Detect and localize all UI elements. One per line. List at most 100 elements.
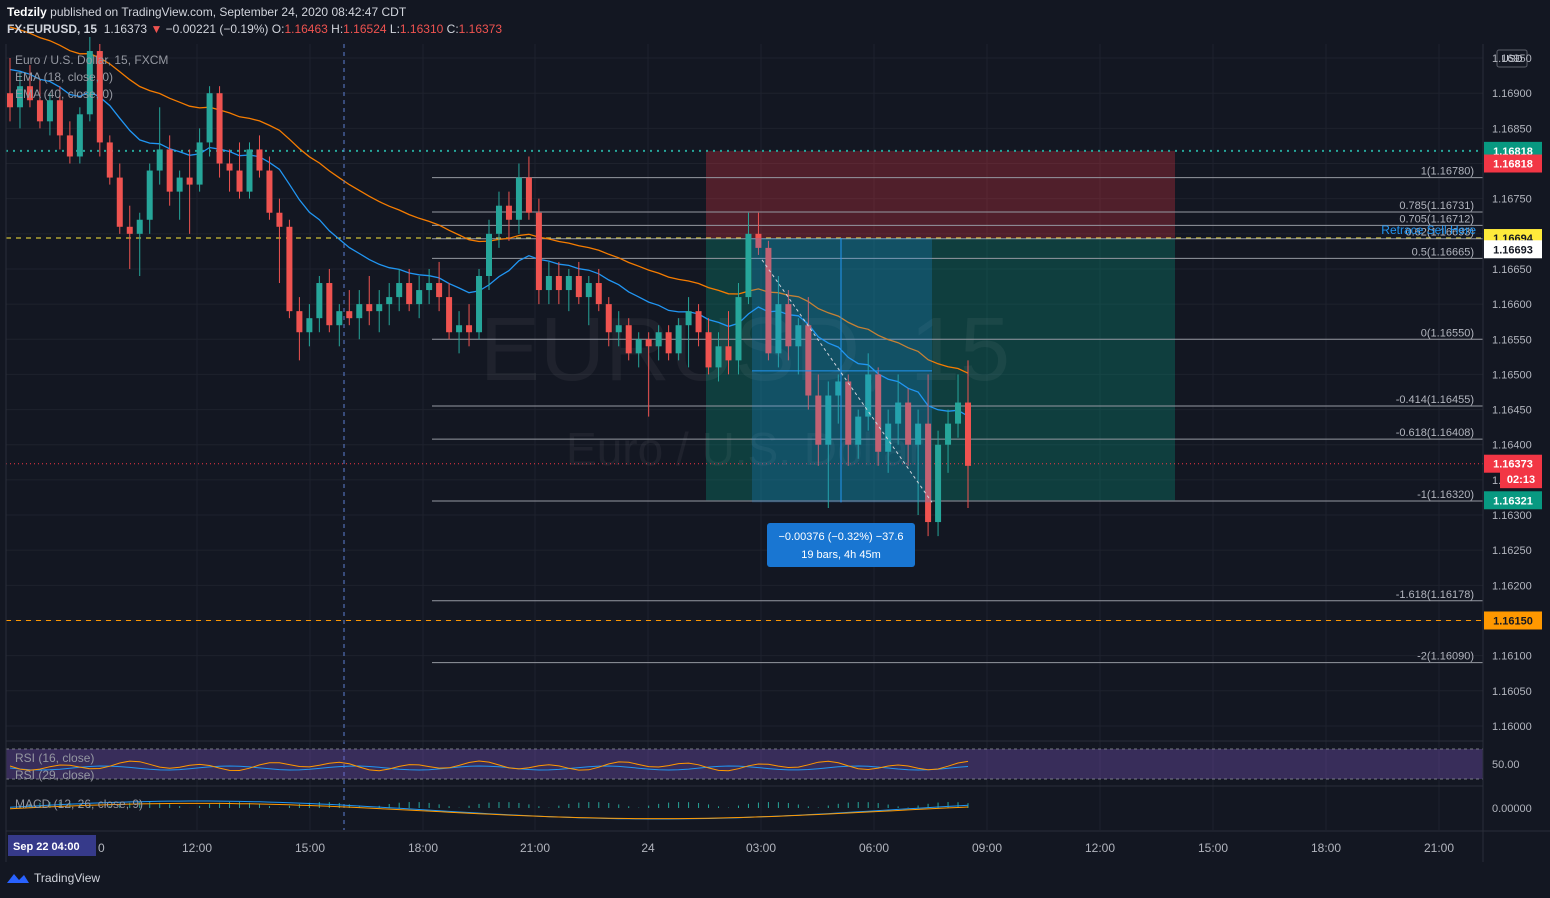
candle [36, 79, 43, 129]
measure-line1: −0.00376 (−0.32%) −37.6 [778, 531, 903, 543]
candle-body [116, 177, 123, 227]
candle-body [845, 381, 852, 445]
candle [146, 163, 153, 234]
rsi-16-path [9, 760, 969, 772]
price-tick: 1.16550 [1492, 334, 1532, 346]
low-value: 1.16310 [399, 22, 444, 36]
candle-body [765, 247, 772, 354]
candle [7, 58, 13, 122]
price-badge-text: 1.16150 [1493, 615, 1533, 627]
candle-body [266, 170, 273, 213]
time-tick: 09:00 [972, 841, 1002, 855]
time-tick: 06:00 [859, 841, 889, 855]
price-tick: 1.16900 [1492, 88, 1532, 100]
chart-grid [6, 44, 1483, 830]
price-tick: 1.16750 [1492, 194, 1532, 206]
candle [935, 430, 942, 537]
indicator-tick: 0.00000 [1492, 803, 1532, 815]
candle-body [386, 297, 393, 305]
candle-body [326, 283, 333, 326]
measure-line2: 19 bars, 4h 45m [801, 549, 881, 561]
legend-rsi16[interactable]: RSI (16, close) [15, 751, 95, 765]
fib-label: -1(1.16320) [1417, 489, 1474, 501]
candle [366, 276, 373, 326]
candle [945, 409, 952, 473]
candle-body [16, 86, 23, 108]
candle [16, 72, 23, 129]
time-tick: 21:00 [1424, 841, 1454, 855]
candle [765, 240, 772, 361]
candle-body [296, 311, 303, 333]
candle-body [36, 100, 43, 122]
candle-body [855, 416, 862, 445]
candle [196, 128, 203, 192]
candle-body [705, 332, 712, 368]
candle [356, 290, 363, 340]
candle [565, 268, 572, 312]
candle [715, 332, 722, 382]
time-tick: 15:00 [295, 841, 325, 855]
price-tick: 1.16850 [1492, 123, 1532, 135]
candle-body [46, 100, 53, 122]
open-value: 1.16463 [284, 22, 328, 36]
legend-ema40[interactable]: EMA (40, close, 0) [15, 87, 114, 101]
indicator-tick: 50.00 [1492, 759, 1520, 771]
candle-body [585, 283, 592, 298]
time-axis[interactable]: 12:00 15:00 18:00 21:00 24 03:00 06:00 09:00 12:… [8, 835, 1454, 856]
publisher-name[interactable]: Tedzily [7, 5, 47, 19]
published-text: published on TradingView.com, September … [50, 5, 407, 19]
legend-rsi29[interactable]: RSI (29, close) [15, 768, 95, 782]
candle [695, 304, 702, 347]
watermark-name: Euro / U.S. Dollar [566, 423, 924, 475]
candle [106, 135, 113, 185]
candle-body [216, 93, 223, 164]
fib-label: -2(1.16090) [1417, 651, 1474, 663]
time-tick: 15:00 [1198, 841, 1228, 855]
candle [66, 121, 73, 164]
legend-title[interactable]: Euro / U.S. Dollar, 15, FXCM [15, 53, 169, 67]
candle [785, 290, 792, 361]
candle [406, 268, 413, 312]
candle [266, 156, 273, 220]
measure-tool[interactable]: −0.00376 (−0.32%) −37.6 19 bars, 4h 45m [752, 238, 933, 567]
fib-retracement[interactable]: 1(1.16780) 0.785(1.16731)0.705(1.16712) 0.… [432, 166, 1483, 664]
candle-body [685, 311, 692, 326]
candle-body [236, 170, 243, 192]
candle-body [176, 177, 183, 192]
price-badge-text: 1.16321 [1493, 495, 1533, 507]
candle [675, 318, 682, 361]
candle [795, 318, 802, 375]
candle-body [535, 212, 542, 291]
candle [755, 212, 762, 255]
candle-body [965, 402, 971, 466]
candle [665, 325, 672, 361]
candle-body [486, 233, 492, 276]
candle-body [545, 276, 552, 291]
candle-body [316, 283, 323, 319]
candle-body [565, 276, 572, 291]
candle [346, 290, 353, 326]
time-cursor-badge [8, 835, 96, 856]
currency-box [1496, 49, 1528, 68]
candle-body [156, 149, 163, 171]
candle-body [745, 233, 752, 298]
candle [805, 297, 812, 410]
candle-body [86, 51, 93, 115]
candle [825, 381, 832, 508]
fib-label: -0.618(1.16408) [1396, 427, 1474, 439]
candle-body [645, 339, 652, 347]
candle [925, 374, 932, 537]
candle-body [695, 311, 702, 333]
tradingview-logo[interactable]: TradingView [6, 871, 100, 885]
time-cursor-label: Sep 22 04:00 [13, 841, 80, 853]
publish-line: Tedzily published on TradingView.com, Se… [7, 5, 406, 19]
time-tick: 24 [641, 841, 655, 855]
fib-label: 0(1.16550) [1421, 327, 1474, 339]
legend-ema18[interactable]: EMA (18, close, 0) [15, 70, 114, 84]
legend-macd[interactable]: MACD (12, 26, close, 9) [15, 797, 144, 811]
candle-body [396, 283, 403, 298]
candle [336, 304, 343, 347]
symbol-label[interactable]: FX:EURUSD, 15 [7, 22, 98, 36]
candle [186, 149, 193, 234]
